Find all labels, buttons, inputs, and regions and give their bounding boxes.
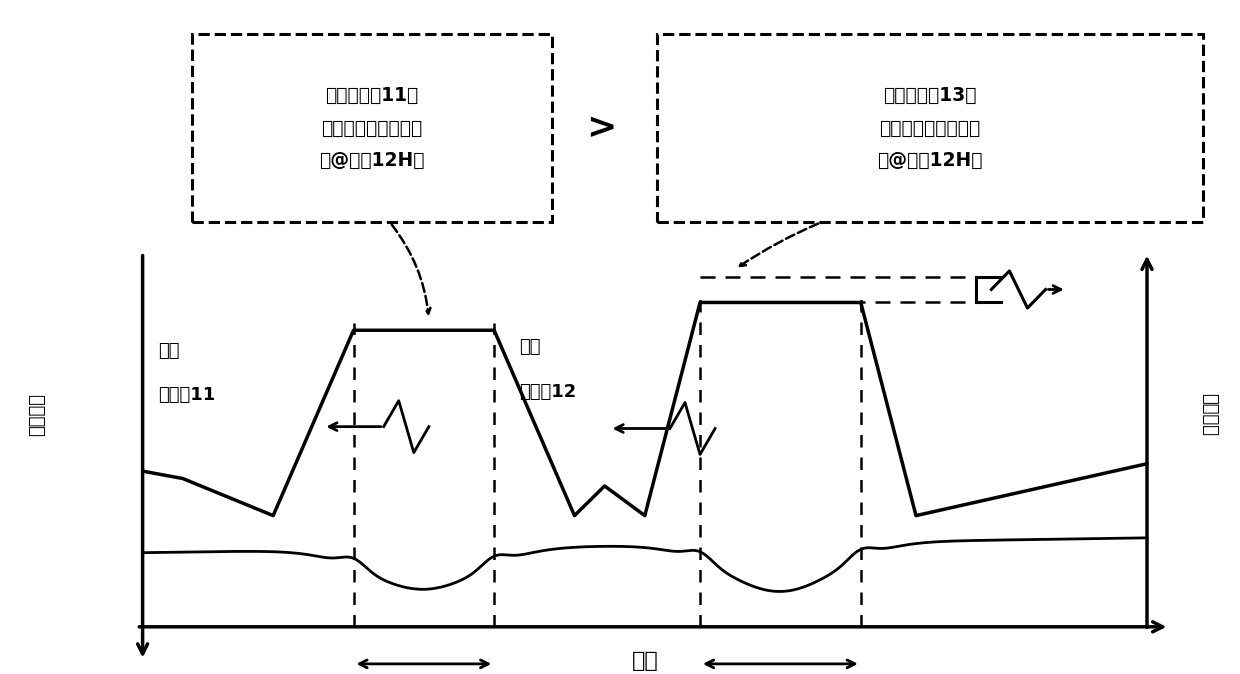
Text: 第二: 第二 (520, 338, 541, 356)
Text: >: > (587, 111, 616, 145)
Text: 插入损耗: 插入损耗 (29, 393, 46, 436)
FancyBboxPatch shape (192, 34, 552, 222)
Text: 反射系数: 反射系数 (1200, 393, 1218, 436)
Text: 滤波器11: 滤波器11 (157, 386, 215, 404)
Text: 第一滤波器11的
天线端子侧反射系数
（@通带12H）: 第一滤波器11的 天线端子侧反射系数 （@通带12H） (319, 86, 425, 170)
Text: 第一: 第一 (157, 342, 179, 360)
Text: 频率: 频率 (631, 650, 658, 671)
Text: 滤波器12: 滤波器12 (520, 383, 577, 400)
FancyBboxPatch shape (657, 34, 1203, 222)
Text: 第三滤波器13的
天线端子侧反射系数
（@通带12H）: 第三滤波器13的 天线端子侧反射系数 （@通带12H） (877, 86, 983, 170)
